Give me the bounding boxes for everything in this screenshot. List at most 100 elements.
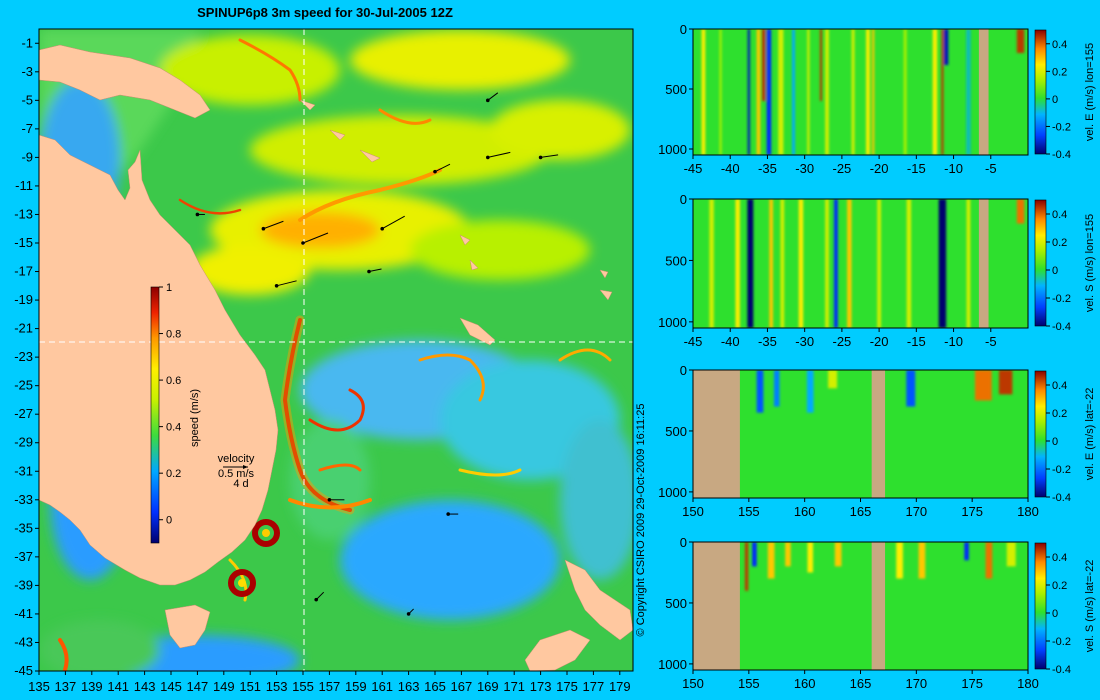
x-tick-label: -45 [684, 334, 703, 349]
section-cell [903, 29, 907, 155]
colorbar-tick-label: 0.2 [1052, 408, 1067, 420]
y-tick-label: -21 [14, 321, 33, 336]
colorbar-label: speed (m/s) [189, 389, 201, 447]
x-tick-label: 160 [794, 676, 816, 691]
y-tick-label: 0 [680, 22, 687, 37]
y-tick-label: -41 [14, 606, 33, 621]
section-y-axis: 0 500 1000 [658, 363, 693, 500]
y-tick-label: -45 [14, 663, 33, 678]
velocity-vector-origin [406, 612, 411, 616]
velocity-vector [540, 154, 559, 158]
section-cell [906, 199, 912, 328]
chart-title: SPINUP6p8 3m speed for 30-Jul-2005 12Z [197, 5, 453, 20]
colorbar-tick-label: -0.2 [1052, 636, 1071, 648]
section-y-axis: 0 500 1000 [658, 535, 693, 672]
x-tick-label: 175 [961, 676, 983, 691]
velocity-vector-origin [327, 498, 332, 502]
section-cell [744, 542, 749, 591]
y-tick-label: 1000 [658, 485, 687, 500]
y-tick-label: -19 [14, 292, 33, 307]
colorbar-tick-label: -0.4 [1052, 664, 1071, 676]
section-x-axis: 150 155 160 165 170 175 180 [682, 670, 1039, 691]
section-cell [701, 29, 706, 155]
x-tick-label: 173 [530, 679, 552, 694]
y-tick-label: -7 [21, 121, 33, 136]
section-cell [966, 29, 971, 155]
section-colorbar [1034, 370, 1047, 498]
section-cell [938, 199, 947, 328]
x-tick-label: 155 [738, 676, 760, 691]
section-land [871, 542, 886, 670]
x-tick-label: -30 [795, 334, 814, 349]
section-land [978, 29, 989, 155]
x-tick-label: -20 [870, 334, 889, 349]
y-tick-label: 1000 [658, 315, 687, 330]
section-y-axis: 0 500 1000 [658, 192, 693, 330]
velocity-key-label: velocity [218, 453, 255, 465]
section-cell [778, 29, 784, 155]
velocity-vector-origin [486, 155, 490, 160]
eddy [228, 569, 256, 597]
x-tick-label: 169 [477, 679, 499, 694]
colorbar-tick-label: -0.4 [1052, 149, 1071, 161]
velocity-key-speed: 0.5 m/s [218, 468, 255, 480]
y-tick-label: 0 [680, 535, 687, 550]
velocity-vector-origin [274, 284, 279, 288]
x-tick-label: 171 [503, 679, 525, 694]
y-tick-label: 1000 [658, 142, 687, 157]
velocity-vector [381, 215, 405, 230]
y-tick-label: -27 [14, 406, 33, 421]
y-tick-label: -31 [14, 463, 33, 478]
section-cell [966, 199, 971, 328]
colorbar-tick-label: 0 [166, 515, 172, 527]
section-colorbar [1034, 199, 1047, 327]
section-cell [1016, 199, 1025, 224]
velocity-vector-origin [433, 169, 437, 174]
section-cell [834, 542, 842, 567]
section-cell [780, 199, 785, 328]
colorbar-tick-label: 0.8 [166, 329, 181, 341]
x-tick-label: 139 [81, 679, 103, 694]
section-cell [896, 542, 903, 579]
y-tick-label: 0 [680, 192, 687, 207]
section-cell [756, 370, 764, 413]
x-tick-label: 167 [451, 679, 473, 694]
section-x-axis: -45 -40 -35 -30 -25 -20 -15 -10 -5 [684, 155, 997, 176]
section-cell [792, 29, 795, 155]
section-cell [767, 542, 775, 579]
section-x-axis: -45 -40 -35 -30 -25 -20 -15 -10 -5 [684, 328, 997, 349]
section-cell [761, 29, 766, 101]
section-cell [769, 199, 774, 328]
section-cell [847, 199, 852, 328]
section-cell [834, 199, 838, 328]
section-cell [756, 29, 761, 155]
land-new-zealand-north [564, 559, 633, 641]
section-cell [773, 370, 780, 407]
x-tick-label: -35 [758, 161, 777, 176]
y-tick-label: -35 [14, 520, 33, 535]
section-cell [766, 29, 772, 155]
x-tick-label: 179 [609, 679, 631, 694]
velocity-vectors [195, 92, 559, 616]
eddies [228, 519, 280, 597]
y-tick-label: -3 [21, 64, 33, 79]
colorbar-tick-label: 0.2 [1052, 580, 1067, 592]
x-tick-label: -25 [832, 334, 851, 349]
section-y-axis: 0 500 1000 [658, 22, 693, 157]
velocity-vector-origin [486, 98, 490, 103]
section-colorbar-ticks: 0.4 0.2 0 -0.2 -0.4 [1046, 380, 1071, 504]
x-tick-label: 145 [160, 679, 182, 694]
colorbar-tick-label: 0.4 [1052, 209, 1067, 221]
colorbar-tick-label: 0.2 [1052, 237, 1067, 249]
section-cell [807, 29, 810, 155]
section-field [756, 370, 1013, 413]
section-cell [752, 542, 757, 567]
section-cell [877, 199, 881, 328]
section-colorbar [1034, 29, 1047, 155]
x-tick-label: -15 [907, 334, 926, 349]
eddy-core [238, 579, 246, 587]
section-background [693, 370, 1028, 498]
colorbar-tick-label: 0 [1052, 608, 1058, 620]
